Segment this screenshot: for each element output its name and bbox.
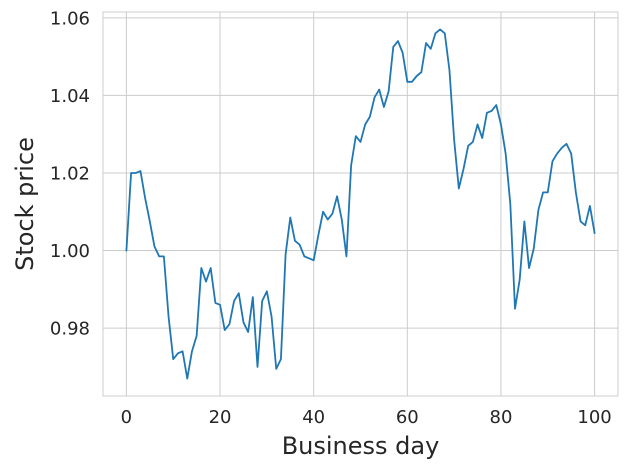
x-tick-label: 60 [396, 407, 419, 428]
y-tick-label: 1.02 [50, 163, 90, 184]
y-tick-label: 1.04 [50, 86, 90, 107]
x-tick-label: 80 [490, 407, 513, 428]
y-tick-labels: 0.98 1.00 1.02 1.04 1.06 [50, 8, 90, 339]
x-tick-label: 0 [121, 407, 132, 428]
y-gridlines [103, 17, 618, 329]
x-axis-label: Business day [282, 432, 440, 460]
x-tick-label: 100 [577, 407, 611, 428]
stock-price-series-line [125, 28, 596, 380]
series-group [125, 28, 596, 380]
plot-frame [102, 11, 619, 397]
x-tick-labels: 0 20 40 60 80 100 [121, 407, 612, 428]
y-axis-label: Stock price [11, 137, 39, 271]
y-tick-label: 1.00 [50, 241, 90, 262]
x-tick-label: 20 [209, 407, 232, 428]
x-tick-label: 40 [302, 407, 325, 428]
x-gridlines [125, 12, 596, 396]
y-tick-label: 0.98 [50, 319, 90, 340]
y-tick-label: 1.06 [50, 8, 90, 29]
